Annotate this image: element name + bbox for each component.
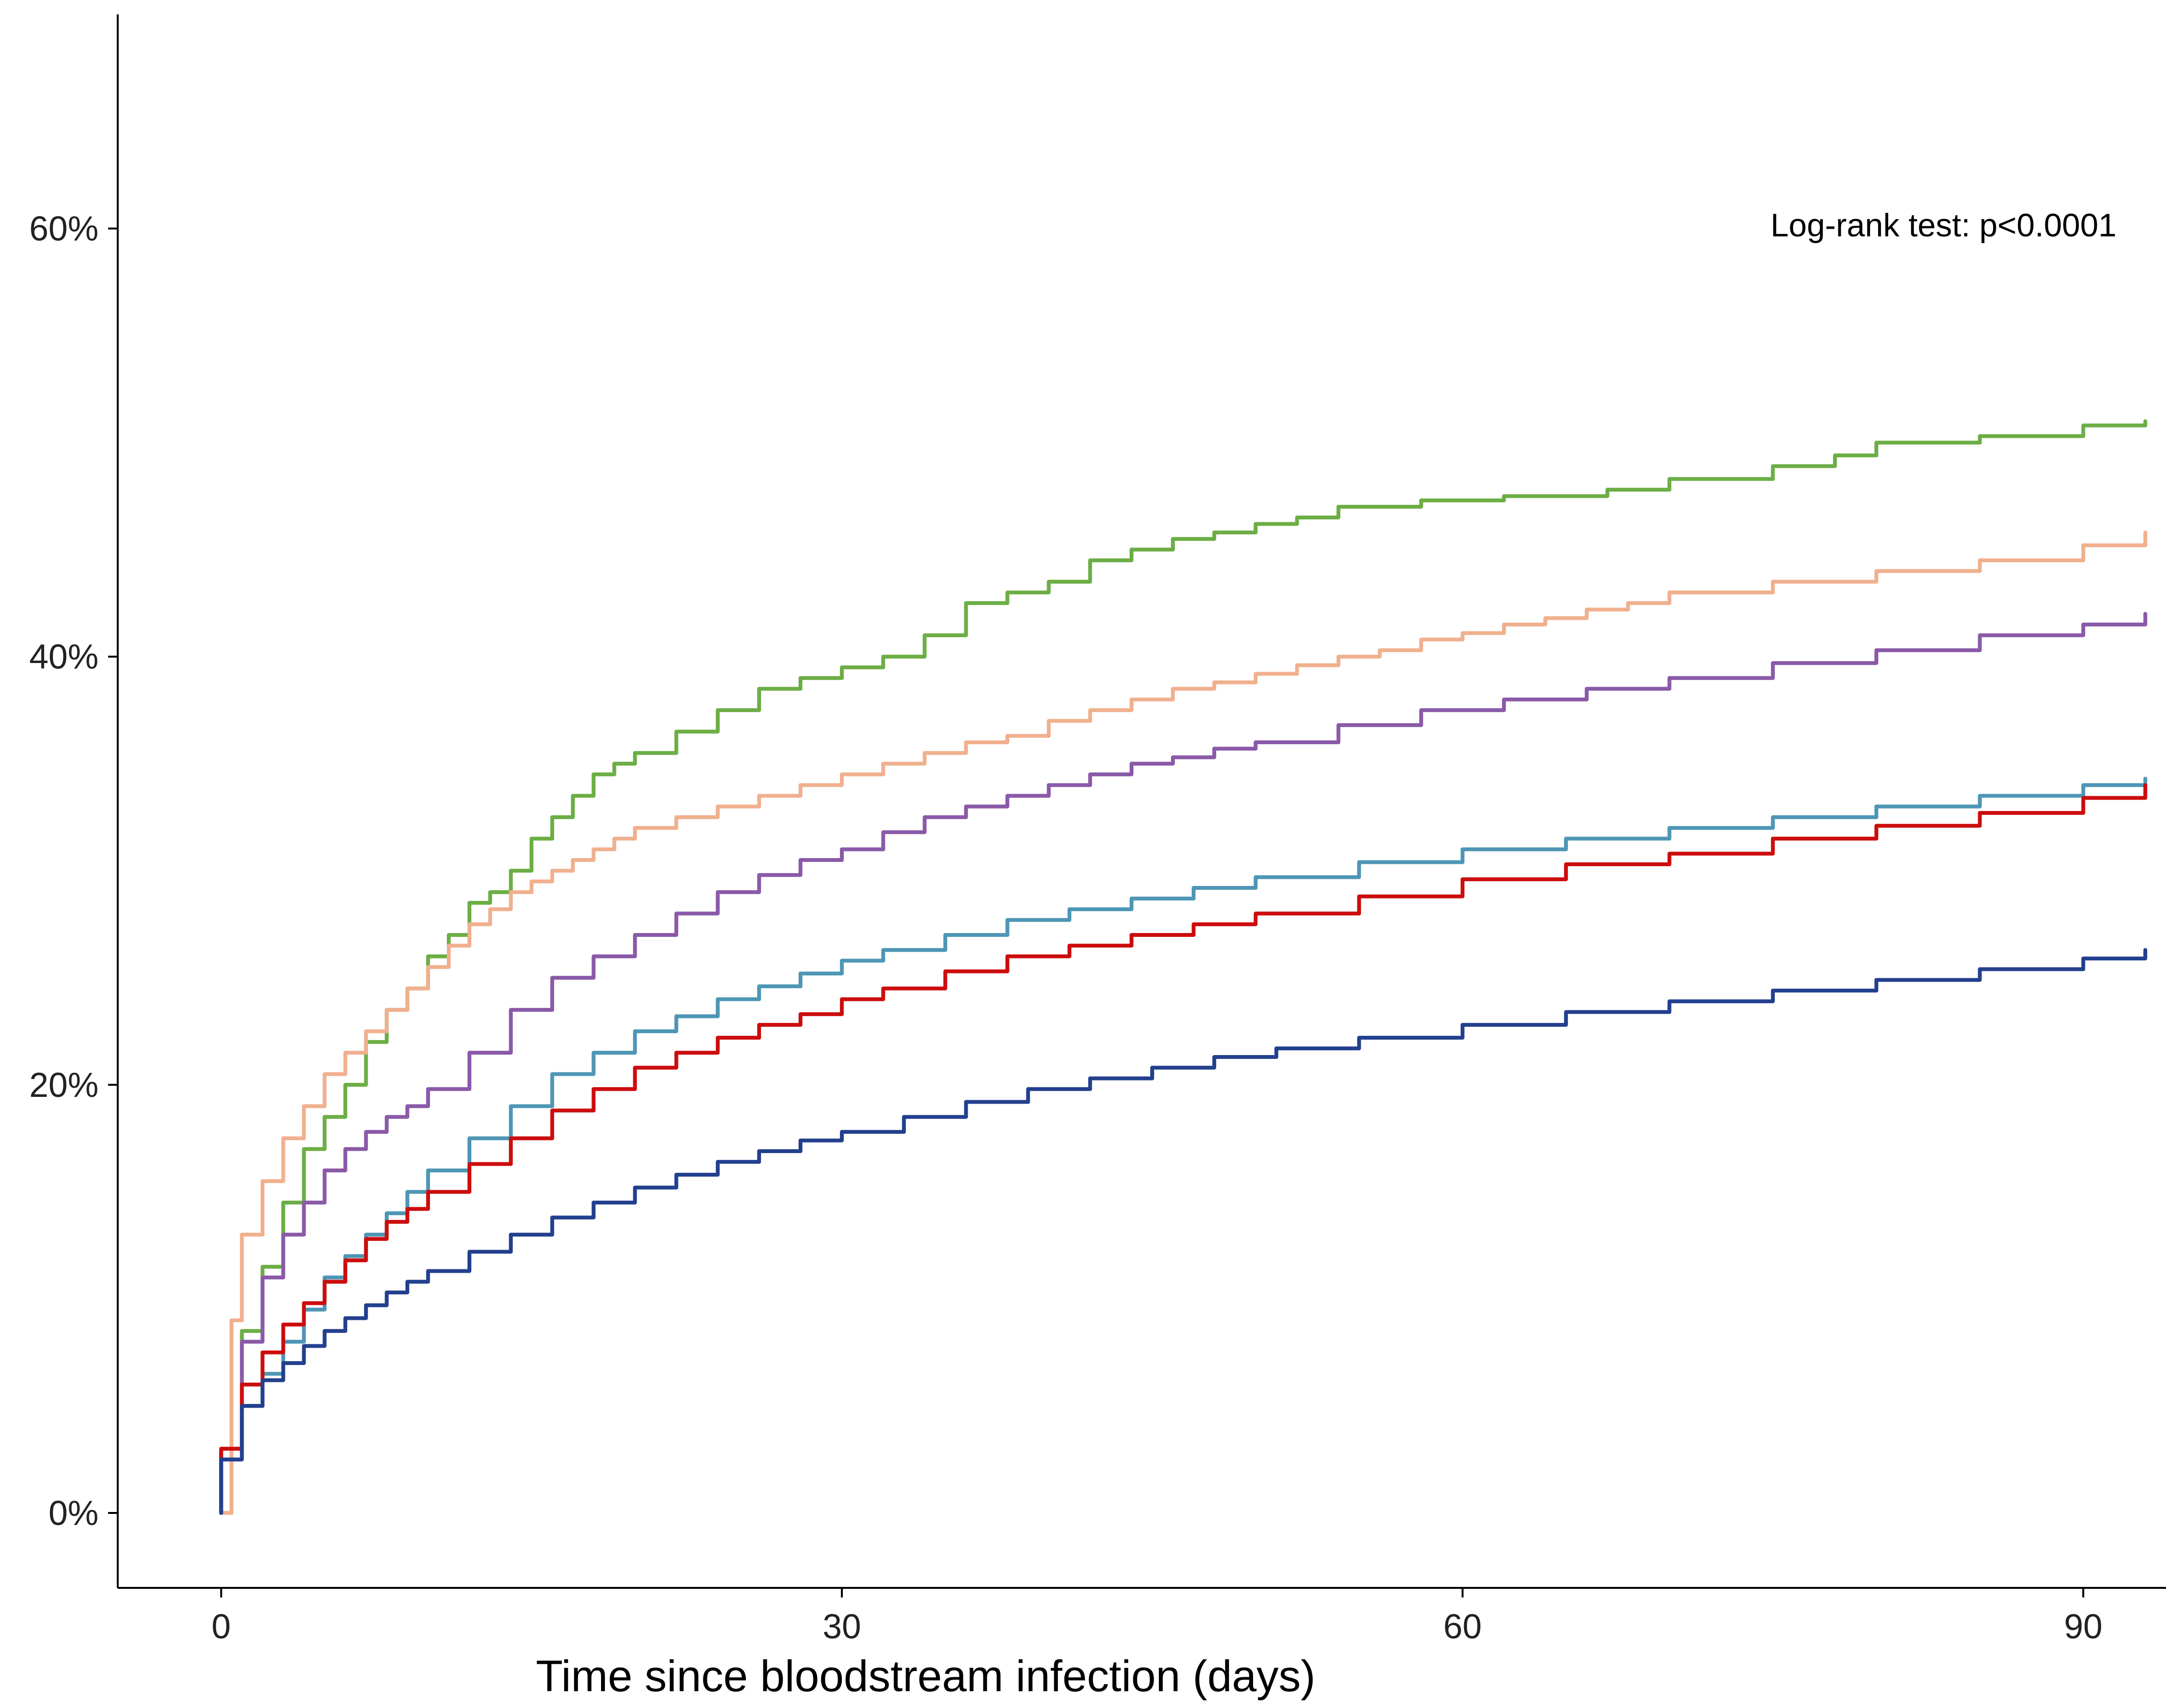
series-line-3 (219, 612, 2147, 1515)
x-axis-ticks: 0 30 60 90 (211, 1588, 2103, 1646)
y-tick-label: 40% (29, 638, 98, 676)
series-line-5 (219, 783, 2147, 1515)
series-line-6 (219, 948, 2147, 1515)
x-tick-label: 60 (1443, 1608, 1482, 1646)
y-tick-label: 0% (49, 1494, 98, 1533)
x-axis-title: Time since bloodstream infection (days) (536, 1652, 1316, 1701)
x-tick-label: 0 (211, 1608, 231, 1646)
x-tick-label: 90 (2064, 1608, 2103, 1646)
series-layer (219, 419, 2147, 1515)
x-tick-label: 30 (823, 1608, 861, 1646)
series-line-1 (219, 419, 2147, 1515)
log-rank-annotation: Log-rank test: p<0.0001 (1771, 207, 2117, 244)
y-tick-label: 60% (29, 210, 98, 248)
series-line-2 (219, 530, 2147, 1515)
y-axis-ticks: 0% 20% 40% 60% (29, 210, 118, 1533)
y-tick-label: 20% (29, 1066, 98, 1105)
